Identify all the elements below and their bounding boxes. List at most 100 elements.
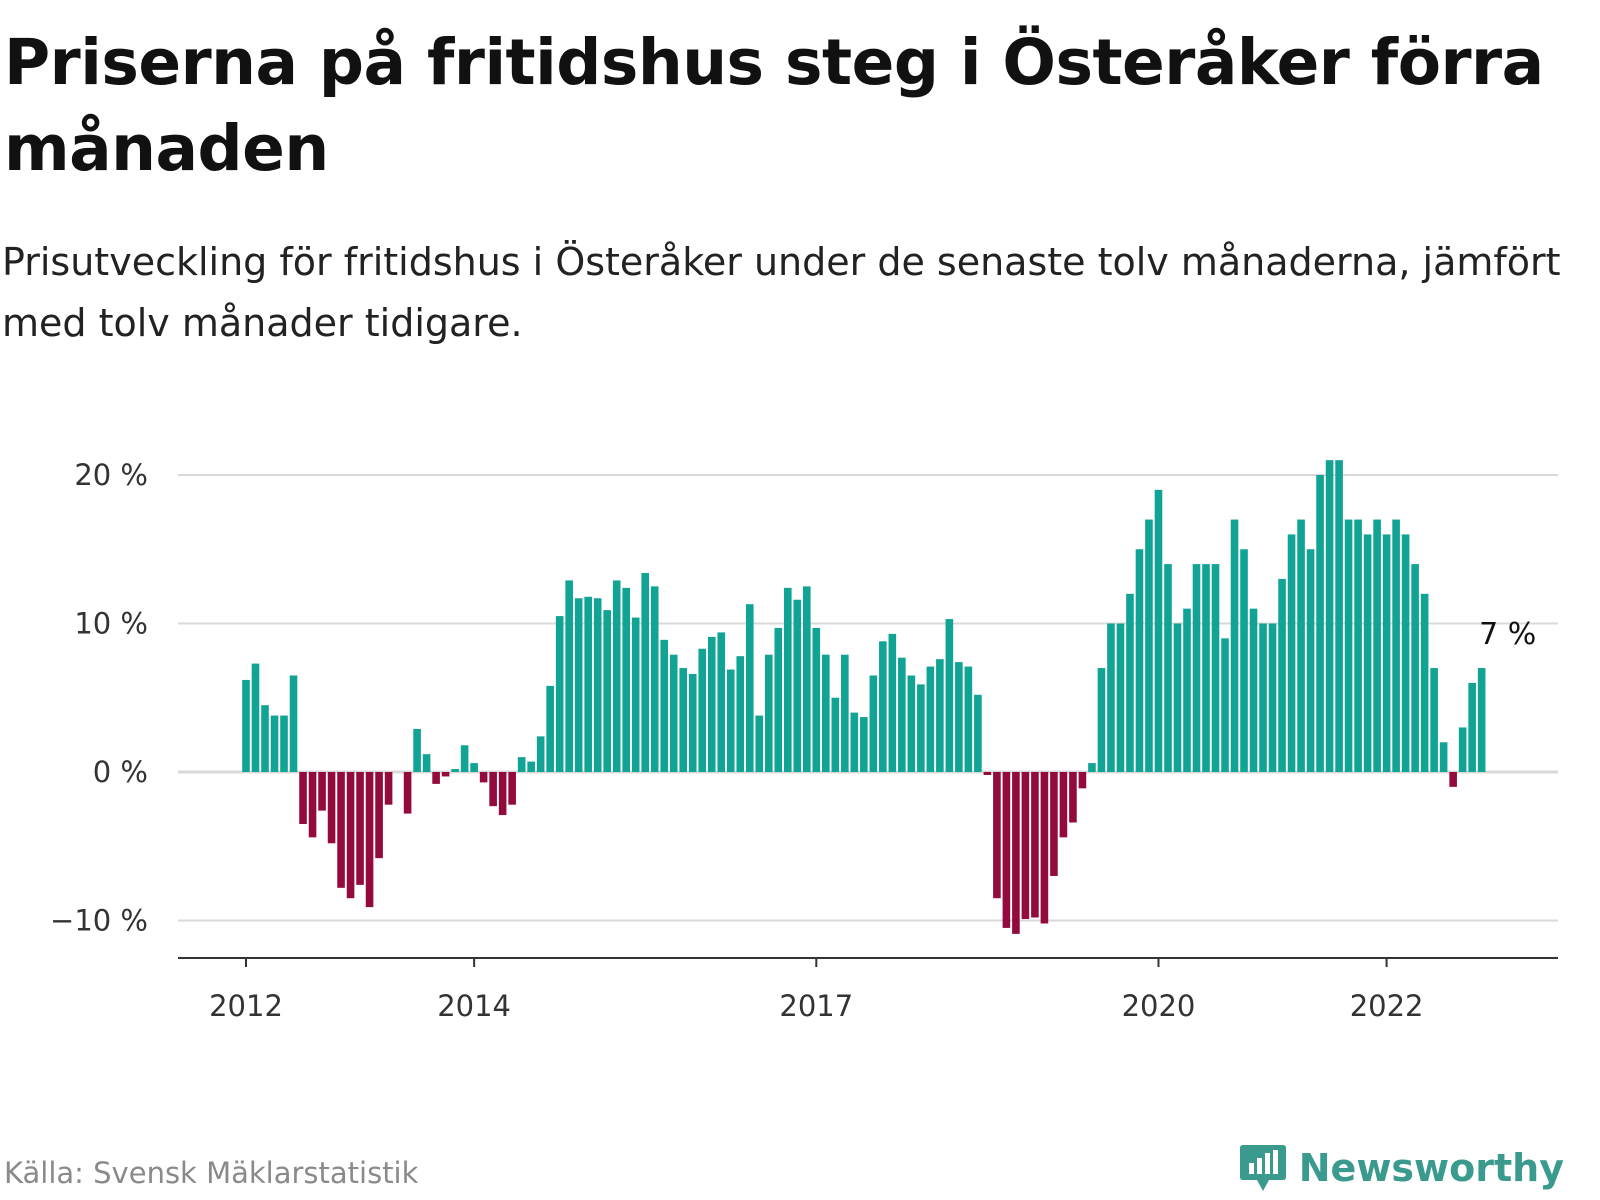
bar: [242, 679, 250, 772]
bar: [1202, 564, 1210, 772]
bar: [698, 648, 707, 773]
bar: [546, 685, 554, 772]
newsworthy-logo-icon: [1239, 1145, 1286, 1191]
bar: [1316, 475, 1324, 772]
bar: [1173, 623, 1182, 772]
bar: [536, 736, 545, 772]
bar: [1411, 564, 1419, 772]
bar: [888, 633, 897, 772]
bar: [517, 757, 526, 772]
bar: [841, 654, 849, 772]
bar: [289, 675, 298, 772]
bar: [669, 654, 678, 772]
labels: 7 %: [1479, 617, 1536, 652]
bar: [1430, 668, 1438, 772]
bar: [422, 754, 431, 772]
bar: [451, 769, 459, 772]
bar: [1268, 623, 1277, 772]
bar: [527, 761, 535, 772]
y-tick-label: −10 %: [50, 904, 148, 938]
bar: [498, 772, 507, 816]
bar: [375, 772, 383, 859]
y-tick-label: 20 %: [74, 458, 148, 492]
x-tick-label: 2020: [1122, 989, 1196, 1023]
x-tick-label: 2017: [779, 989, 853, 1023]
y-tick-label: 0 %: [93, 755, 148, 789]
bar: [1021, 772, 1030, 920]
bar: [1373, 519, 1381, 772]
bar: [974, 694, 982, 772]
bar: [1183, 608, 1191, 772]
bar: [660, 639, 669, 772]
bar: [688, 673, 697, 772]
bar: [1420, 593, 1429, 772]
bar: [1458, 727, 1467, 772]
bar: [879, 641, 887, 772]
x-tick-label: 2012: [209, 989, 283, 1023]
bar: [1363, 534, 1372, 772]
bar: [1116, 623, 1125, 772]
brand: Newsworthy: [1239, 1141, 1564, 1195]
bar: [641, 573, 650, 772]
bar: [403, 772, 412, 814]
bar: [460, 745, 469, 772]
bar: [593, 598, 602, 772]
bar: [783, 587, 792, 772]
bar: [1230, 519, 1239, 772]
x-tick-label: 2022: [1350, 989, 1424, 1023]
bar: [1002, 772, 1011, 928]
x-axis: 2012 2014 2017 2020 2022: [178, 957, 1558, 1023]
bar: [251, 663, 260, 772]
bar: [1107, 623, 1115, 772]
bar: [1012, 772, 1020, 934]
bar: [1097, 668, 1106, 772]
bar: [726, 669, 735, 772]
bar: [1040, 772, 1049, 924]
bar: [1240, 549, 1248, 772]
bar: [365, 772, 374, 908]
bar: [489, 772, 497, 807]
bar: [907, 675, 916, 772]
bar: [1297, 519, 1305, 772]
bar: [1249, 608, 1258, 772]
bar: [337, 772, 345, 888]
bar: [793, 599, 802, 772]
bar: [993, 772, 1001, 899]
bar: [679, 668, 688, 772]
bar: [1382, 534, 1391, 772]
bar: [650, 586, 659, 773]
bar: [860, 717, 868, 773]
bar: [1287, 534, 1296, 772]
bar: [1135, 549, 1144, 772]
bar: [470, 763, 478, 772]
bar: [850, 712, 859, 772]
bar: [936, 659, 944, 772]
bar: [964, 666, 973, 772]
chart-subtitle: Prisutveckling för fritidshus i Österåke…: [2, 240, 1561, 345]
bar: [479, 772, 488, 783]
bar: [327, 772, 336, 844]
bar: [1401, 534, 1410, 772]
bar: [1335, 460, 1343, 772]
y-tick-label: 10 %: [74, 607, 148, 641]
bar: [831, 697, 840, 772]
bar: [280, 715, 288, 772]
bar: [764, 654, 773, 772]
bar: [1449, 772, 1457, 787]
last-value-label: 7 %: [1479, 617, 1536, 652]
bar: [318, 772, 326, 811]
bar: [1059, 772, 1068, 838]
bar: [1211, 564, 1220, 772]
bar: [945, 619, 954, 772]
bar: [1439, 742, 1448, 772]
bar: [1221, 638, 1229, 772]
bar: [346, 772, 355, 899]
bar: [384, 772, 393, 805]
bar: [1154, 489, 1163, 772]
bar: [1088, 763, 1096, 772]
bar: [822, 654, 830, 772]
bar: [1192, 564, 1201, 772]
bar: [574, 598, 583, 772]
bar: [812, 627, 821, 772]
chart-area: −10 % 0 % 10 % 20 % 2012 2014 2017 2020 2022 7 …: [0, 420, 1600, 1040]
